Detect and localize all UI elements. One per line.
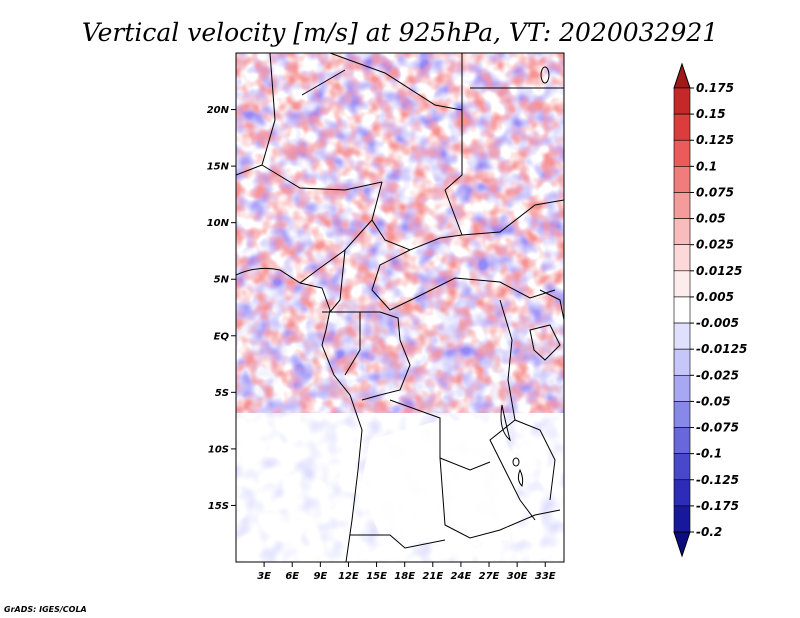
latitude-axis: 20N 15N 10N 5N EQ 5S 10S 15S: [207, 105, 236, 512]
calm-region: [360, 420, 520, 545]
colorbar-label: -0.075: [696, 421, 739, 435]
colorbar-label: 0.05: [696, 212, 726, 226]
colorbar-label: 0.175: [696, 81, 734, 95]
colorbar-segment: [673, 296, 691, 324]
colorbar-label: 0.15: [696, 107, 726, 121]
lon-tick-label: 15E: [366, 571, 387, 582]
lat-tick-label: 5N: [214, 275, 230, 286]
colorbar-segment: [673, 244, 691, 272]
colorbar-segment: [673, 192, 691, 219]
lon-tick-label: 6E: [285, 571, 299, 582]
colorbar-segment: [673, 427, 691, 454]
lon-tick-label: 24E: [451, 571, 472, 582]
colorbar-segment: [673, 113, 691, 141]
colorbar-segment: [673, 479, 691, 507]
colorbar-label: 0.1: [696, 159, 717, 173]
colorbar-label: -0.1: [696, 447, 722, 461]
colorbar-label: -0.025: [696, 368, 739, 382]
colorbar-label: -0.125: [696, 473, 739, 487]
colorbar-segment: [673, 401, 691, 428]
grads-credit: GrADS: IGES/COLA: [4, 605, 87, 614]
colorbar-segment: [673, 505, 691, 533]
lakes: [500, 66, 550, 487]
lat-tick-label: 20N: [207, 105, 230, 116]
colorbar-label: 0.075: [696, 185, 734, 199]
colorbar-label: 0.025: [696, 238, 734, 252]
colorbar-segment: [673, 218, 691, 246]
colorbar-segment: [673, 453, 691, 481]
lon-tick-label: 12E: [338, 571, 359, 582]
colorbar-label: -0.2: [696, 525, 722, 539]
lat-tick-label: EQ: [214, 331, 230, 342]
colorbar-label: -0.175: [696, 499, 739, 513]
longitude-axis: 3E 6E 9E 12E 15E 18E 21E 24E 27E 30E 33E: [257, 562, 556, 582]
colorbar-label: -0.05: [696, 394, 731, 408]
country-borders: [236, 53, 564, 562]
map-title: Vertical velocity [m/s] at 925hPa, VT: 2…: [82, 18, 718, 47]
lat-tick-label: 10S: [208, 444, 229, 455]
velocity-field: [236, 53, 564, 562]
lon-tick-label: 33E: [535, 571, 556, 582]
lat-tick-label: 15S: [208, 501, 229, 512]
colorbar-label: -0.005: [696, 316, 739, 330]
colorbar-label: -0.0125: [696, 342, 747, 356]
lat-tick-label: 15N: [207, 162, 230, 173]
colorbar-segment: [673, 322, 691, 350]
lat-tick-label: 5S: [215, 388, 229, 399]
colorbar-segment: [673, 139, 691, 167]
lon-tick-label: 27E: [479, 571, 500, 582]
lon-tick-label: 18E: [394, 571, 415, 582]
lon-tick-label: 30E: [507, 571, 528, 582]
lat-tick-label: 10N: [207, 218, 230, 229]
colorbar-bottom-arrow: [673, 531, 691, 558]
colorbar-segment: [673, 374, 691, 402]
colorbar-segment: [673, 270, 691, 298]
colorbar: 0.175 0.15 0.125 0.1 0.075 0.05 0.025 0.0125 0.0…: [673, 62, 747, 558]
colorbar-label: 0.005: [696, 290, 734, 304]
colorbar-label: 0.125: [696, 133, 734, 147]
colorbar-label: 0.0125: [696, 264, 742, 278]
colorbar-segment: [673, 87, 691, 115]
lon-tick-label: 21E: [422, 571, 443, 582]
colorbar-top-arrow: [673, 62, 691, 89]
colorbar-segment: [673, 348, 691, 376]
plot-frame: [235, 52, 565, 563]
lon-tick-label: 9E: [313, 571, 327, 582]
lon-tick-label: 3E: [257, 571, 271, 582]
colorbar-segment: [673, 166, 691, 193]
